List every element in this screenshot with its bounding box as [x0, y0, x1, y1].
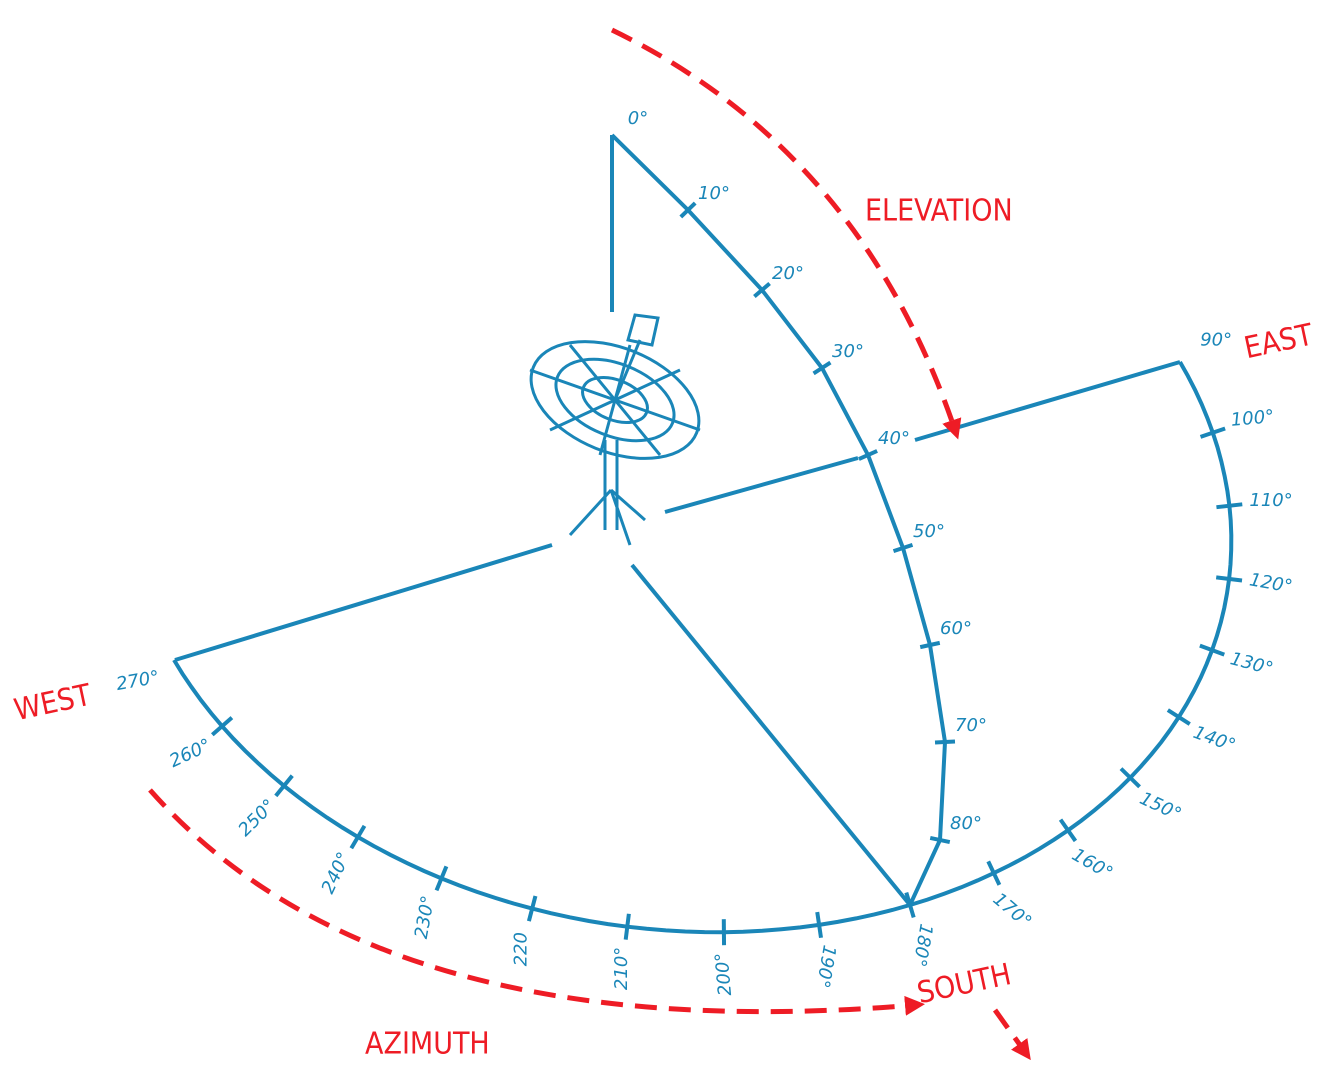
azimuth-tick	[434, 865, 449, 892]
west-label: WEST	[11, 678, 94, 728]
elevation-tick	[679, 201, 697, 219]
east-label: EAST	[1241, 317, 1316, 366]
azimuth-tick	[1199, 426, 1226, 439]
azimuth-tick-label: 180°	[908, 922, 936, 968]
west-line	[174, 543, 553, 662]
elevation-tick	[934, 739, 956, 745]
east-line	[914, 360, 1181, 442]
azimuth-tick-label: 160°	[1068, 844, 1116, 884]
elevation-tick	[753, 282, 771, 298]
elevation-tick-label: 70°	[955, 715, 987, 736]
elevation-tick-label: 40°	[878, 428, 910, 449]
azimuth-tick-label: 240°	[317, 849, 354, 897]
azimuth-tick	[1216, 502, 1243, 510]
azimuth-tick-label: 150°	[1136, 788, 1184, 825]
center-east-line	[664, 456, 859, 514]
azimuth-arc	[172, 361, 1234, 935]
azimuth-label: AZIMUTH	[365, 1027, 490, 1062]
satellite-dish	[529, 313, 701, 546]
elevation-tick-label: 0°	[628, 108, 648, 129]
azimuth-tick-label: 210°	[611, 947, 632, 990]
elevation-tick-label: 20°	[772, 263, 804, 284]
azimuth-tick-label: 110°	[1249, 490, 1292, 511]
azimuth-tick	[815, 911, 823, 939]
azimuth-tick	[1199, 643, 1225, 657]
azimuth-tick	[623, 913, 631, 940]
azimuth-tick	[986, 860, 1002, 886]
azimuth-tick	[1058, 818, 1078, 843]
south-arrow	[992, 1008, 1031, 1061]
azimuth-tick-label: 170°	[989, 889, 1036, 933]
azimuth-tick	[1215, 575, 1243, 583]
azimuth-tick-label: 250°	[234, 795, 280, 841]
azimuth-tick-label: 100°	[1230, 406, 1275, 431]
azimuth-tick-label: 140°	[1190, 722, 1238, 757]
ground-lines	[174, 135, 1181, 907]
south-line	[630, 563, 912, 907]
azimuth-tick-label: 200°	[711, 952, 736, 997]
azimuth-tick-label: 230°	[411, 894, 439, 940]
elevation-tick	[919, 640, 941, 650]
elevation-arc	[610, 133, 948, 906]
elevation-tick-label: 60°	[940, 618, 972, 639]
elevation-tick	[812, 360, 832, 376]
elevation-tick-label: 30°	[832, 341, 864, 362]
azimuth-tick-label: 120°	[1248, 569, 1294, 597]
azimuth-tick	[526, 895, 538, 922]
elevation-tick	[892, 542, 914, 554]
elevation-tick	[858, 449, 878, 461]
elevation-label: ELEVATION	[865, 194, 1013, 229]
azimuth-tick	[1166, 708, 1191, 726]
elevation-tick-label: 80°	[950, 813, 982, 834]
elevation-arrow	[610, 27, 962, 440]
azimuth-tick-label: 190°	[812, 943, 840, 989]
elevation-tick	[929, 835, 951, 845]
azimuth-tick	[211, 716, 234, 737]
azimuth-tick-label: 90°	[1200, 330, 1232, 351]
azimuth-tick-label: 260°	[166, 735, 214, 772]
azimuth-tick	[1119, 767, 1141, 789]
azimuth-tick	[274, 774, 294, 798]
elevation-tick-label: 50°	[913, 521, 945, 542]
azimuth-tick-label: 130°	[1228, 648, 1275, 680]
azimuth-tick	[904, 891, 916, 919]
elevation-tick-label: 10°	[698, 183, 730, 204]
azimuth-tick-label: 220	[511, 932, 532, 966]
azimuth-tick	[349, 824, 367, 850]
azimuth-tick-label: 270°	[115, 667, 161, 695]
